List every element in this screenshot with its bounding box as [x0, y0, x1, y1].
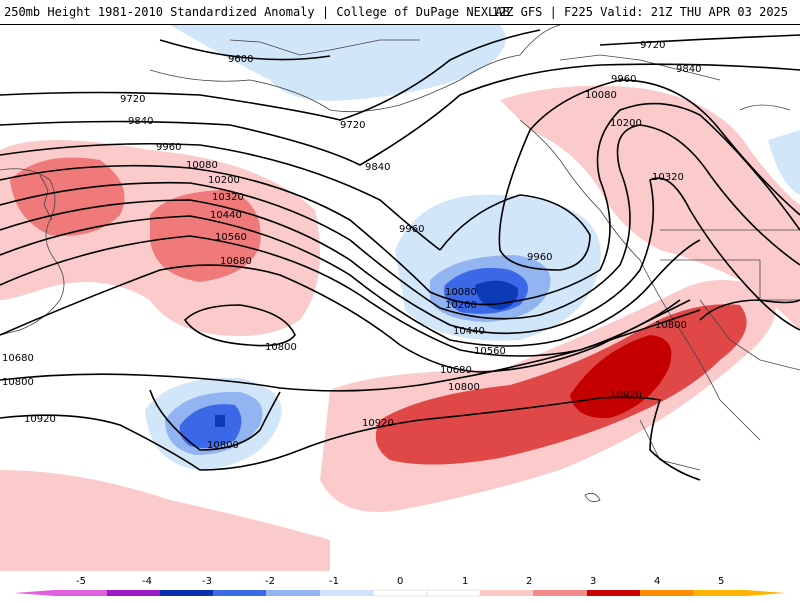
contour-10680-loop [183, 304, 296, 347]
colorbar-tick-label: -5 [76, 576, 86, 587]
colorbar-ticks: -5 -4 -3 -2 -1 0 1 2 3 4 5 [76, 576, 724, 587]
colorbar-tick-label: 1 [462, 576, 468, 587]
pos-anomaly-west-canada [500, 85, 800, 330]
contour-label: 9720 [120, 94, 145, 105]
contour-label: 10800 [2, 377, 34, 388]
anomaly-map: 9600 9720 9720 9720 9840 9840 9840 9960 … [0, 25, 800, 571]
colorbar-tick-label: 3 [590, 576, 596, 587]
colorbar-tick-label: 2 [526, 576, 532, 587]
run-valid-time: 12Z GFS | F225 Valid: 21Z THU APR 03 202… [491, 5, 788, 19]
contour-label: 10680 [2, 353, 34, 364]
colorbar-arrow-left [14, 590, 54, 596]
contour-label: 9600 [228, 54, 253, 65]
contour-label: 10440 [210, 210, 242, 221]
contour-10800-trough [149, 389, 281, 451]
contour-label: 9720 [640, 40, 665, 51]
contour-9840 [0, 63, 800, 166]
contour-label: 9840 [128, 116, 153, 127]
contour-label: 10560 [215, 232, 247, 243]
map-panel: 9600 9720 9720 9720 9840 9840 9840 9960 … [0, 25, 800, 571]
contour-label: 10080 [445, 287, 477, 298]
pos-anomaly-asia-west [10, 157, 125, 236]
figure-title: 250mb Height 1981-2010 Standardized Anom… [4, 5, 510, 19]
contour-10320 [0, 177, 800, 335]
contour-label: 10800 [265, 342, 297, 353]
contour-label: 10920 [24, 414, 56, 425]
contour-label: 10320 [652, 172, 684, 183]
contour-10920-east [699, 299, 800, 321]
contour-label: 10680 [220, 256, 252, 267]
neg-anomaly-central-pacific-deep [215, 415, 225, 427]
contour-label: 10920 [610, 390, 642, 401]
contour-label: 10200 [445, 300, 477, 311]
pos-anomaly-asia-east [150, 190, 261, 282]
contour-9720 [0, 29, 541, 121]
contour-label: 9720 [340, 120, 365, 131]
colorbar-tick-label: -3 [202, 576, 212, 587]
colorbar-tick-label: 0 [397, 576, 403, 587]
colorbar-arrow-right [746, 590, 786, 596]
contour-10800 [0, 309, 701, 392]
contour-label: 10200 [208, 175, 240, 186]
neg-anomaly-gulf-alaska [170, 25, 506, 101]
contour-label: 10920 [362, 418, 394, 429]
colorbar-tick-label: -2 [265, 576, 275, 587]
contour-9960 [0, 79, 800, 271]
colorbar-tick-label: -1 [329, 576, 339, 587]
contour-label: 10320 [212, 192, 244, 203]
contour-label: 10800 [655, 320, 687, 331]
contour-label: 9960 [611, 74, 636, 85]
contour-9600 [159, 39, 331, 61]
contour-label: 10080 [585, 90, 617, 101]
colorbar-tick-label: 4 [654, 576, 660, 587]
contour-label: 9960 [527, 252, 552, 263]
neg-anomaly-central-pacific-core [179, 404, 242, 448]
header-bar: 250mb Height 1981-2010 Standardized Anom… [0, 0, 800, 25]
contour-label: 10680 [440, 365, 472, 376]
contour-label: 10440 [453, 326, 485, 337]
height-contours [0, 29, 800, 481]
contour-label: 9840 [676, 64, 701, 75]
contour-label: 10800 [448, 382, 480, 393]
contour-10440 [0, 215, 701, 347]
contour-label: 10800 [207, 440, 239, 451]
contour-label: 9960 [156, 142, 181, 153]
colorbar: -5 -4 -3 -2 -1 0 1 2 3 4 5 [0, 571, 800, 600]
contour-label: 9840 [365, 162, 390, 173]
contour-label: 9960 [399, 224, 424, 235]
contour-label: 10200 [610, 118, 642, 129]
contour-10080 [0, 102, 800, 306]
contour-9720-east [599, 34, 800, 46]
contour-label: 10080 [186, 160, 218, 171]
contour-10200 [0, 124, 800, 320]
contour-labels: 9600 9720 9720 9720 9840 9840 9840 9960 … [2, 40, 701, 451]
colorbar-tick-label: 5 [718, 576, 724, 587]
contour-label: 10560 [474, 346, 506, 357]
coastlines [0, 25, 800, 503]
neg-anomaly-east-edge [768, 130, 800, 195]
contour-10920 [0, 396, 701, 481]
colorbar-svg: -5 -4 -3 -2 -1 0 1 2 3 4 5 [14, 576, 786, 597]
colorbar-tick-label: -4 [142, 576, 152, 587]
pos-anomaly-south-edge [0, 470, 330, 571]
contour-10680 [0, 264, 691, 373]
